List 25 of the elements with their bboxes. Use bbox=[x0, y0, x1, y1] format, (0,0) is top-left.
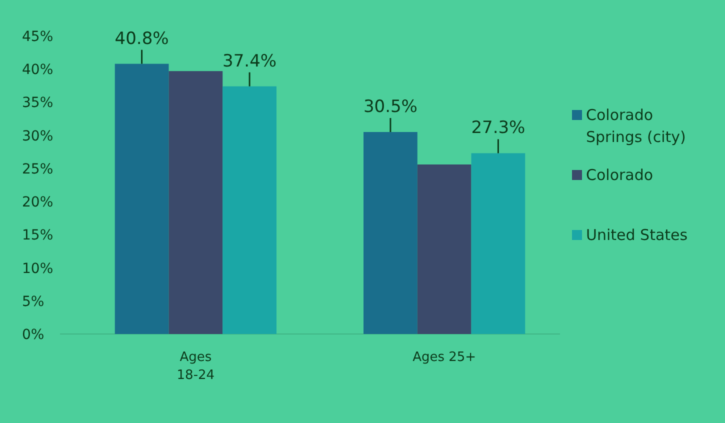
y-tick-label: 0% bbox=[22, 327, 44, 343]
y-tick-label: 35% bbox=[22, 95, 54, 112]
legend-label: Colorado Springs (city) bbox=[586, 106, 686, 146]
bar bbox=[168, 71, 223, 334]
data-label: 27.3% bbox=[471, 118, 526, 138]
bar bbox=[364, 132, 418, 334]
bar bbox=[114, 64, 169, 334]
bar bbox=[471, 153, 526, 334]
data-label: 37.4% bbox=[222, 51, 277, 72]
legend-label: Colorado bbox=[586, 166, 654, 184]
y-tick-label: 40% bbox=[22, 62, 54, 78]
x-tick-label: Ages 25+ bbox=[412, 350, 476, 365]
bar bbox=[222, 86, 276, 334]
y-tick-label: 10% bbox=[22, 260, 54, 277]
y-tick-label: 30% bbox=[22, 128, 54, 144]
data-label: 40.8% bbox=[114, 28, 169, 49]
bar bbox=[417, 164, 472, 334]
y-tick-label: 15% bbox=[22, 228, 54, 244]
x-tick-label: Ages 18-24 bbox=[176, 350, 215, 383]
data-label: 30.5% bbox=[363, 97, 418, 118]
y-tick-label: 20% bbox=[22, 194, 54, 211]
y-tick-label: 45% bbox=[22, 29, 54, 45]
legend-label: United States bbox=[586, 226, 688, 244]
y-tick-label: 25% bbox=[22, 161, 54, 178]
y-tick-label: 5% bbox=[22, 294, 44, 310]
